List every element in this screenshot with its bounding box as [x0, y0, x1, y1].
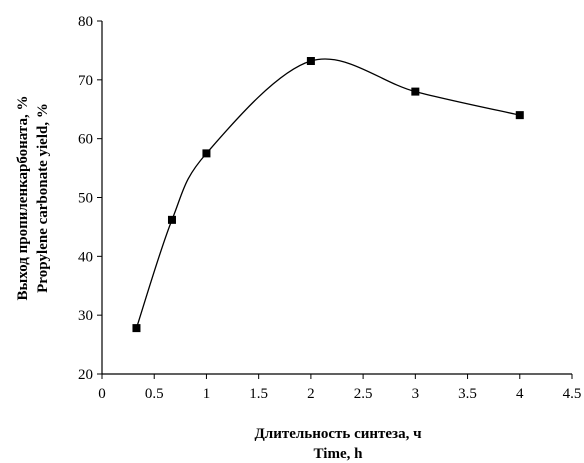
x-tick-label: 2.5: [354, 386, 373, 402]
tick-marks: [97, 20, 573, 379]
data-point: [306, 57, 315, 66]
data-point: [411, 87, 420, 96]
x-tick-labels: 0 0.5 1 1.5 2 2.5 3 3.5 4 4.5: [98, 386, 581, 402]
data-point: [132, 324, 141, 333]
y-axis-label-line2: Propylene carbonate yield, %: [35, 103, 51, 293]
data-point: [515, 111, 524, 120]
x-tick-label: 2: [307, 386, 315, 402]
y-tick-label: 40: [78, 249, 93, 265]
y-tick-labels: 20 30 40 50 60 70 80: [78, 14, 93, 383]
x-tick-label: 0: [98, 386, 106, 402]
y-tick-label: 20: [78, 367, 93, 383]
series-line: [135, 58, 520, 329]
x-axis-label-line2: Time, h: [314, 446, 364, 462]
y-tick-label: 50: [78, 191, 93, 207]
x-tick-label: 4.5: [563, 386, 582, 402]
x-tick-label: 3: [412, 386, 420, 402]
y-tick-label: 80: [78, 14, 93, 30]
x-tick-label: 0.5: [145, 386, 164, 402]
data-point: [202, 149, 211, 158]
data-point: [167, 215, 176, 224]
data-markers: [132, 57, 524, 333]
y-axis-label-line1: Выход пропиленкарбоната, %: [15, 96, 31, 301]
y-tick-label: 60: [78, 132, 93, 148]
y-tick-label: 70: [78, 73, 93, 89]
axes: [101, 21, 572, 375]
x-tick-label: 1.5: [249, 386, 268, 402]
x-tick-label: 3.5: [458, 386, 477, 402]
x-tick-label: 1: [203, 386, 211, 402]
y-tick-label: 30: [78, 308, 93, 324]
x-tick-label: 4: [516, 386, 524, 402]
x-axis-label-line1: Длительность синтеза, ч: [254, 426, 422, 442]
